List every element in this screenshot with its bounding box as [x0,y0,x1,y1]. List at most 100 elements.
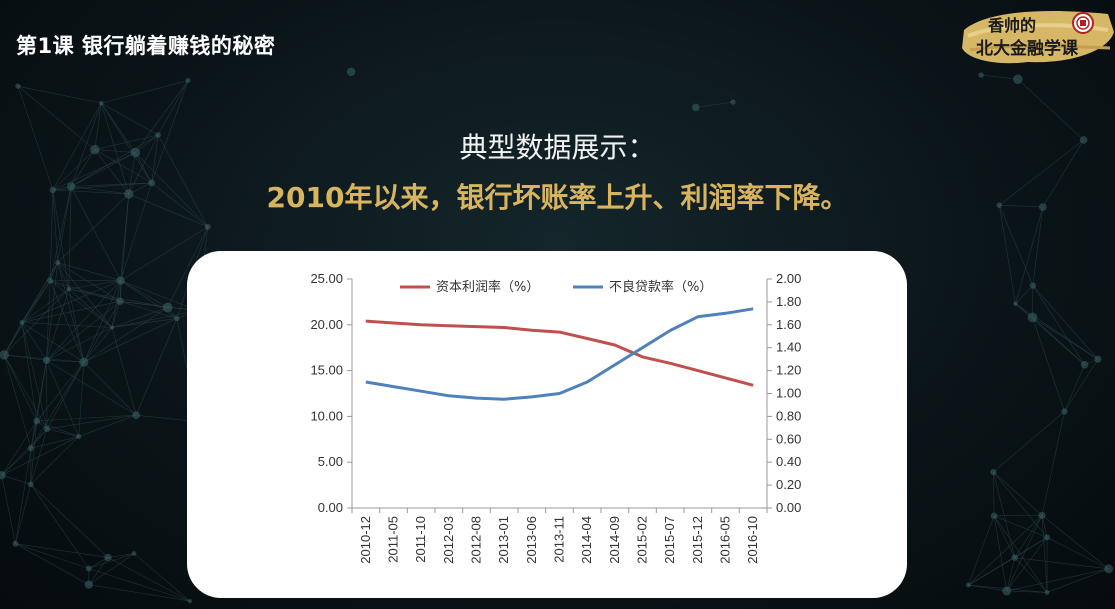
network-link [21,262,58,323]
network-link [695,101,734,108]
network-link [135,152,208,228]
right-tick-label: 1.40 [776,340,801,355]
network-link [993,471,1048,538]
left-tick-label: 25.00 [310,271,343,286]
network-link [30,420,38,485]
network-node [130,147,141,158]
network-link [111,307,168,328]
network-link [83,307,168,363]
course-logo: 香帅的 北大金融学课 [958,6,1115,66]
network-link [999,205,1034,286]
network-link [1014,557,1048,593]
x-tick-label: 2014-09 [607,516,622,564]
network-link [101,80,189,104]
network-node [67,182,76,191]
network-link [101,102,159,136]
network-node [27,445,34,452]
network-link [70,149,96,187]
network-node [132,411,141,420]
network-link [30,484,90,569]
network-node [124,189,134,199]
network-link [993,515,1007,591]
network-node [174,315,180,322]
network-link [3,354,38,422]
network-link [968,515,995,586]
network-link [107,553,135,558]
network-link [21,322,113,328]
network-link [83,280,121,363]
network-link [1041,515,1048,593]
network-link [999,139,1084,206]
network-link [993,515,1016,558]
network-link [57,262,121,302]
right-tick-label: 0.60 [776,431,801,446]
network-node [1039,203,1047,211]
network-link [52,189,70,290]
network-link [30,436,79,449]
network-link [21,322,48,429]
network-link [1041,411,1065,516]
network-node [43,425,51,433]
logo-text-line1: 香帅的 [988,16,1037,35]
network-link [36,361,85,422]
network-link [1,475,16,544]
network-link [36,414,137,422]
network-link [78,362,85,437]
network-link [1006,515,1043,592]
network-node [116,297,124,305]
network-link [1046,537,1109,570]
network-link [49,189,54,281]
network-node [1044,590,1050,595]
network-node [90,144,100,155]
network-link [94,149,129,195]
right-tick-label: 1.20 [776,363,801,378]
network-node [55,260,61,266]
left-tick-label: 0.00 [318,500,343,515]
x-tick-label: 2012-08 [469,516,484,564]
network-link [151,134,159,183]
network-node [1002,586,1012,596]
network-link [1015,207,1044,304]
x-tick-label: 2016-10 [745,516,760,564]
network-link [49,186,72,281]
x-tick-label: 2012-03 [441,516,456,564]
network-link [52,189,129,195]
network-node [1013,74,1023,85]
network-link [70,103,102,187]
network-link [111,301,121,328]
network-link [1,436,79,476]
network-link [1006,568,1109,592]
network-link [52,102,102,191]
network-link [15,543,109,558]
network-node [730,99,736,105]
network-node [104,553,112,562]
network-link [57,262,113,328]
network-link [57,186,72,263]
network-link [49,262,58,281]
network-node [1027,312,1038,323]
network-link [46,414,137,430]
right-tick-label: 0.80 [776,408,801,423]
right-tick-label: 0.00 [776,500,801,515]
network-link [993,515,1048,538]
network-node [98,100,104,106]
network-node [42,356,51,364]
network-node [79,357,89,367]
network-link [135,318,178,416]
network-link [1032,207,1044,286]
network-node [187,599,193,604]
network-link [71,182,152,187]
right-tick-label: 1.00 [776,386,801,401]
right-tick-label: 1.60 [776,317,801,332]
network-link [70,152,136,187]
network-node [0,471,6,480]
network-link [94,103,102,150]
network-node [996,202,1003,209]
network-link [112,310,199,328]
network-link [17,86,54,191]
chart-card: 资本利润率（%） 不良贷款率（%） 0.00 5.00 10.00 15.00 20.0… [187,251,907,598]
network-link [15,484,32,544]
network-node [84,580,94,589]
network-link [88,553,135,585]
network-link [999,205,1016,304]
